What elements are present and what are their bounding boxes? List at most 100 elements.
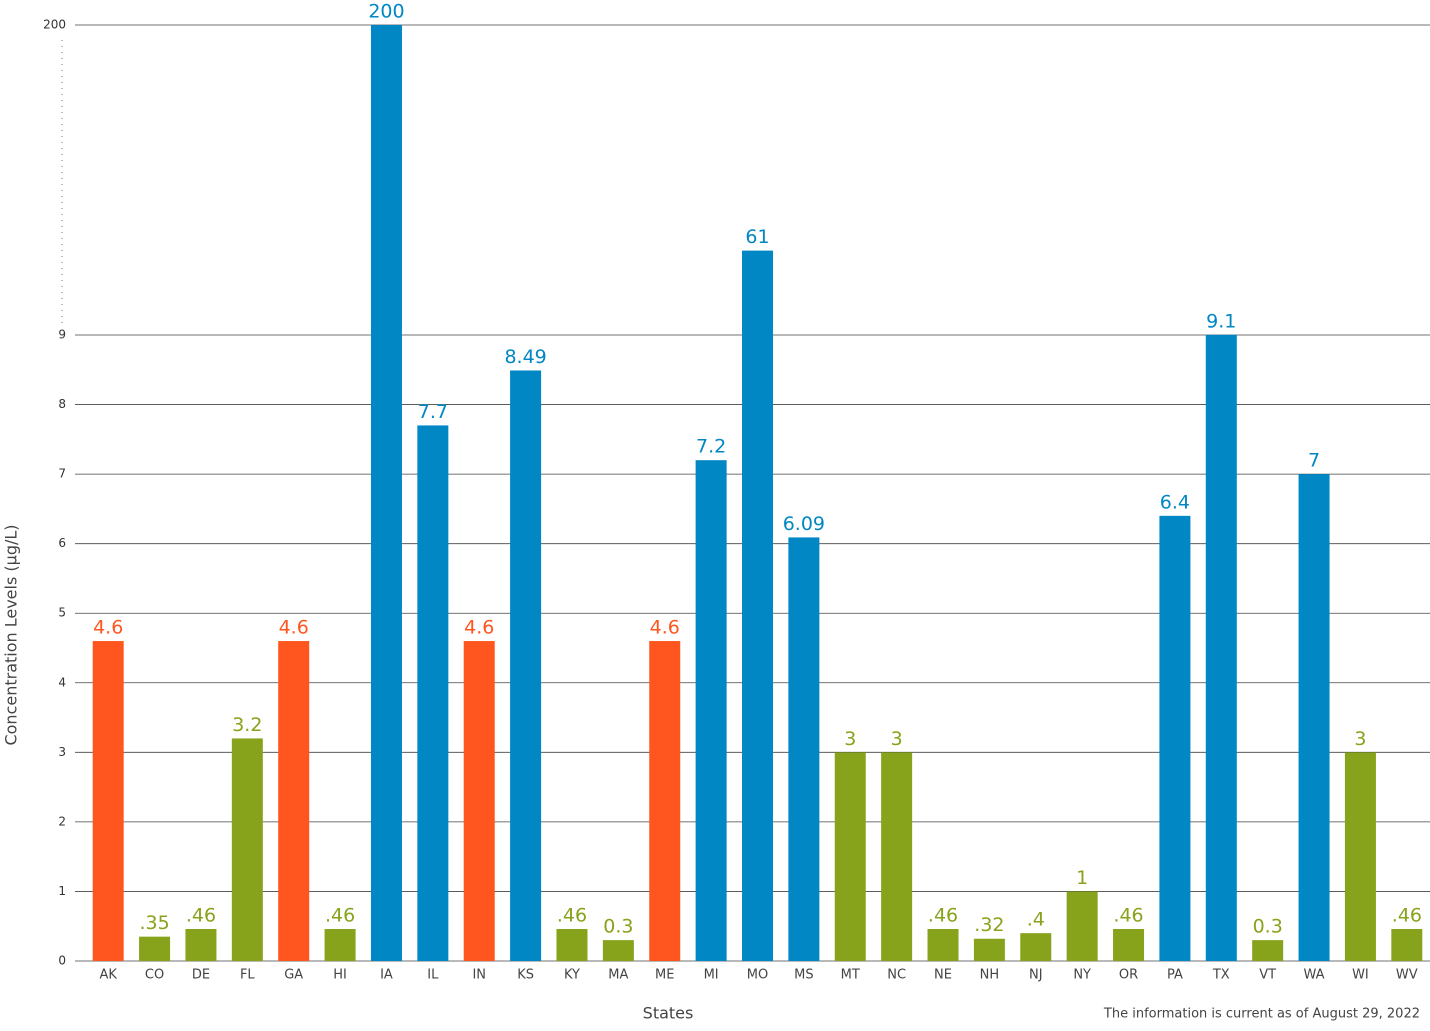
value-label: 8.49 <box>504 346 546 368</box>
y-axis-title: Concentration Levels (µg/L) <box>2 524 21 745</box>
value-label: 61 <box>745 226 769 248</box>
y-tick-label: 3 <box>58 745 66 759</box>
y-tick-label: 5 <box>58 606 66 620</box>
bar <box>881 752 913 961</box>
bar <box>139 936 171 961</box>
x-tick-label: NJ <box>1029 968 1043 983</box>
y-tick-label: 6 <box>58 536 66 550</box>
x-tick-label: PA <box>1167 968 1183 983</box>
y-tick-label: 7 <box>58 467 66 481</box>
value-label: 4.6 <box>650 617 680 639</box>
value-label: 200 <box>368 1 404 23</box>
value-label: 6.09 <box>783 513 825 535</box>
value-label: .35 <box>139 912 169 934</box>
bar <box>834 752 866 961</box>
x-tick-label: WI <box>1352 968 1369 983</box>
value-label: 7 <box>1308 450 1320 472</box>
y-tick-label: 0 <box>58 954 66 968</box>
bar <box>973 938 1005 961</box>
x-tick-label: MA <box>608 968 628 983</box>
bar <box>463 641 495 961</box>
value-label: 6.4 <box>1160 491 1190 513</box>
bar <box>602 940 634 961</box>
x-tick-label: AK <box>99 968 117 983</box>
value-label: 4.6 <box>279 617 309 639</box>
x-tick-label: NY <box>1073 968 1091 983</box>
bar <box>742 250 773 961</box>
x-axis-title: States <box>643 1004 694 1023</box>
bar <box>1020 933 1052 961</box>
bar <box>417 425 449 961</box>
bar <box>1159 515 1191 961</box>
bar <box>185 929 217 961</box>
bar <box>1066 891 1098 961</box>
y-tick-label: 9 <box>58 328 66 342</box>
bar <box>1113 929 1145 961</box>
bar <box>695 460 727 961</box>
bar <box>649 641 681 961</box>
bar <box>1298 474 1330 961</box>
x-tick-label: MO <box>747 968 768 983</box>
x-tick-label: KS <box>517 968 534 983</box>
bar <box>1391 929 1423 961</box>
footnote: The information is current as of August … <box>1103 1007 1420 1022</box>
x-tick-label: OR <box>1119 968 1138 983</box>
value-label: .46 <box>325 905 355 927</box>
bar <box>1344 752 1376 961</box>
x-tick-label: NH <box>980 968 1000 983</box>
x-tick-label: VT <box>1259 968 1276 983</box>
x-tick-label: CO <box>145 968 164 983</box>
value-label: .4 <box>1027 909 1045 931</box>
value-label: 0.3 <box>603 916 633 938</box>
value-label: 3 <box>891 728 903 750</box>
x-tick-label: KY <box>564 968 580 983</box>
value-label: 1 <box>1076 867 1088 889</box>
x-tick-label: IN <box>472 968 486 983</box>
bar <box>231 738 263 961</box>
bar <box>927 929 959 961</box>
value-label: .46 <box>1113 905 1143 927</box>
value-label: 0.3 <box>1253 916 1283 938</box>
bar <box>370 25 402 961</box>
x-tick-label: ME <box>655 968 674 983</box>
x-tick-label: MI <box>704 968 719 983</box>
value-label: 3 <box>1354 728 1366 750</box>
x-tick-label: NE <box>934 968 952 983</box>
y-tick-label: 1 <box>58 884 66 898</box>
x-tick-label: MT <box>841 968 860 983</box>
bar <box>324 929 356 961</box>
x-tick-label: IA <box>380 968 393 983</box>
x-tick-label: DE <box>192 968 210 983</box>
x-tick-label: TX <box>1212 968 1230 983</box>
value-label: 7.2 <box>696 436 726 458</box>
bar <box>1205 334 1237 961</box>
y-tick-label: 2 <box>58 814 66 828</box>
y-tick-label: 200 <box>43 18 66 32</box>
bar <box>92 641 124 961</box>
x-tick-label: IL <box>427 968 439 983</box>
bar <box>278 641 310 961</box>
bar <box>556 929 588 961</box>
bar <box>788 537 820 961</box>
value-label: .32 <box>974 914 1004 936</box>
bar <box>510 370 542 961</box>
value-label: 9.1 <box>1206 310 1236 332</box>
x-tick-label: MS <box>794 968 813 983</box>
value-label: .46 <box>557 905 587 927</box>
y-tick-label: 4 <box>58 675 66 689</box>
value-label: .46 <box>1392 905 1422 927</box>
value-label: .46 <box>928 905 958 927</box>
value-label: 7.7 <box>418 401 448 423</box>
value-label: .46 <box>186 905 216 927</box>
value-label: 4.6 <box>93 617 123 639</box>
x-tick-label: NC <box>887 968 906 983</box>
value-label: 3.2 <box>232 714 262 736</box>
value-label: 4.6 <box>464 617 494 639</box>
value-label: 3 <box>844 728 856 750</box>
bar <box>1252 940 1284 961</box>
x-tick-label: GA <box>284 968 303 983</box>
x-tick-label: WA <box>1304 968 1325 983</box>
x-tick-label: WV <box>1396 968 1418 983</box>
x-tick-label: FL <box>240 968 255 983</box>
